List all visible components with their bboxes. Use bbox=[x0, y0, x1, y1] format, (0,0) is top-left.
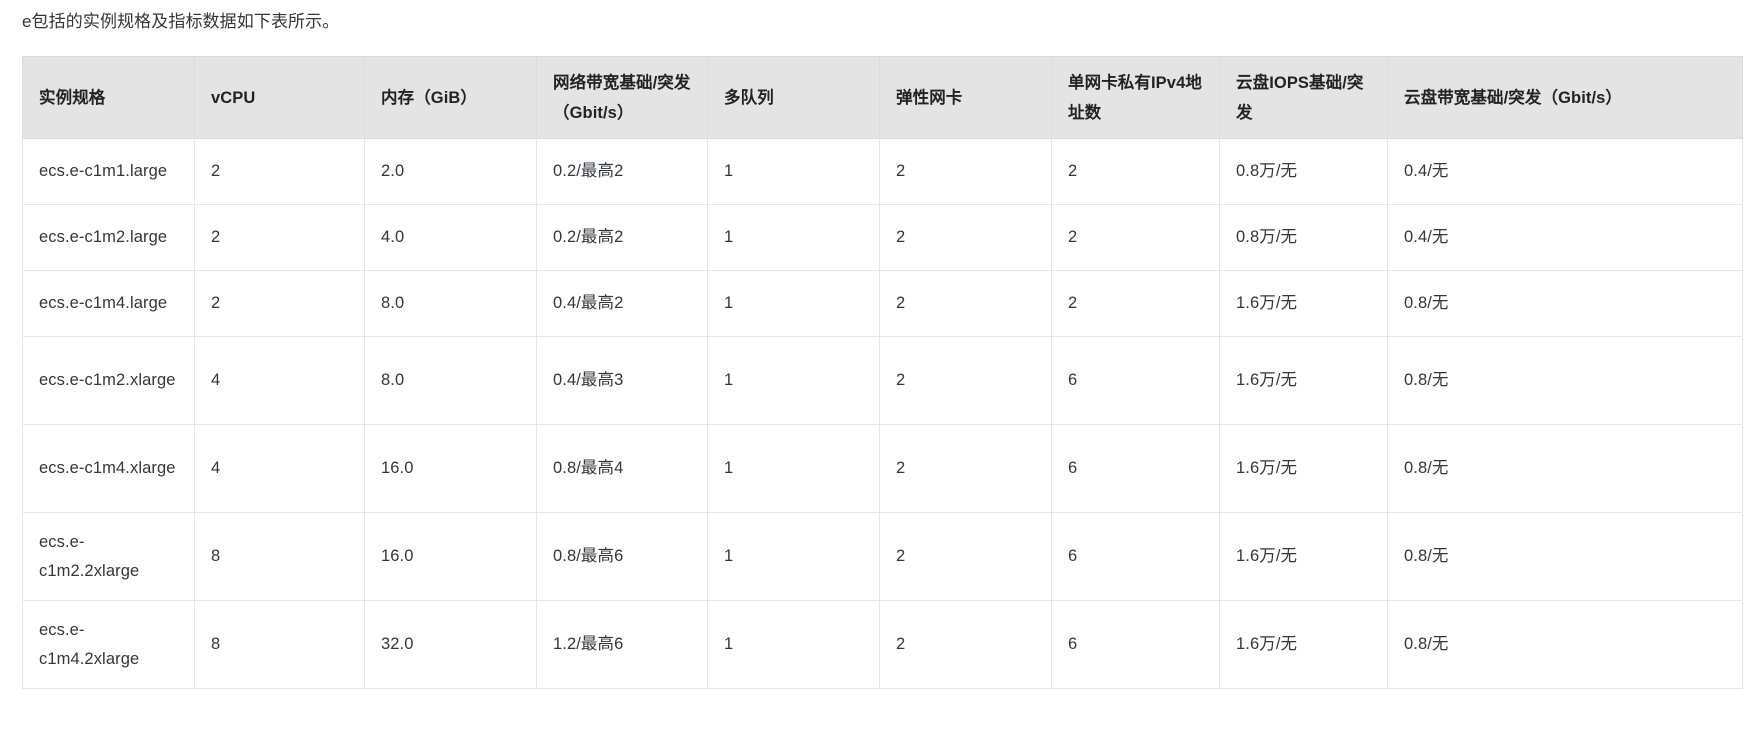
cell-disk-iops: 1.6万/无 bbox=[1219, 424, 1388, 513]
column-header-eni: 弹性网卡 bbox=[879, 56, 1052, 139]
cell-queues: 1 bbox=[707, 204, 880, 271]
cell-disk-iops: 1.6万/无 bbox=[1219, 336, 1388, 425]
cell-network-bandwidth: 0.8/最高4 bbox=[536, 424, 708, 513]
cell-queues: 1 bbox=[707, 424, 880, 513]
cell-instance-type: ecs.e-c1m4.large bbox=[22, 270, 195, 337]
cell-memory: 16.0 bbox=[364, 424, 537, 513]
cell-network-bandwidth: 0.2/最高2 bbox=[536, 204, 708, 271]
cell-eni: 2 bbox=[879, 512, 1052, 601]
cell-private-ipv4: 2 bbox=[1051, 138, 1220, 205]
column-header-vcpu: vCPU bbox=[194, 56, 365, 139]
column-header-private-ipv4: 单网卡私有IPv4地址数 bbox=[1051, 56, 1220, 139]
table-row: ecs.e-c1m1.large 2 2.0 0.2/最高2 1 2 2 0.8万/无 0.4/… bbox=[22, 138, 1743, 205]
table-row: ecs.e-c1m2.2xlarge 8 16.0 0.8/最高6 1 2 6 1.6万/无 0… bbox=[22, 512, 1743, 601]
table-row: ecs.e-c1m2.large 2 4.0 0.2/最高2 1 2 2 0.8万/无 0.4/… bbox=[22, 204, 1743, 271]
cell-instance-type: ecs.e-c1m1.large bbox=[22, 138, 195, 205]
instance-spec-table-container: 实例规格 vCPU 内存（GiB） 网络带宽基础/突发（Gbit/s） 多队列 … bbox=[22, 56, 1743, 689]
cell-network-bandwidth: 0.8/最高6 bbox=[536, 512, 708, 601]
cell-disk-bandwidth: 0.4/无 bbox=[1387, 138, 1743, 205]
cell-queues: 1 bbox=[707, 600, 880, 689]
cell-disk-iops: 1.6万/无 bbox=[1219, 270, 1388, 337]
table-row: ecs.e-c1m4.large 2 8.0 0.4/最高2 1 2 2 1.6万/无 0.8/… bbox=[22, 270, 1743, 337]
cell-vcpu: 2 bbox=[194, 270, 365, 337]
cell-disk-bandwidth: 0.8/无 bbox=[1387, 270, 1743, 337]
cell-eni: 2 bbox=[879, 424, 1052, 513]
cell-disk-iops: 1.6万/无 bbox=[1219, 600, 1388, 689]
table-header-row: 实例规格 vCPU 内存（GiB） 网络带宽基础/突发（Gbit/s） 多队列 … bbox=[22, 56, 1743, 139]
cell-private-ipv4: 6 bbox=[1051, 336, 1220, 425]
cell-eni: 2 bbox=[879, 204, 1052, 271]
cell-private-ipv4: 6 bbox=[1051, 600, 1220, 689]
cell-vcpu: 4 bbox=[194, 424, 365, 513]
cell-private-ipv4: 2 bbox=[1051, 204, 1220, 271]
cell-disk-bandwidth: 0.8/无 bbox=[1387, 336, 1743, 425]
cell-private-ipv4: 6 bbox=[1051, 424, 1220, 513]
column-header-memory: 内存（GiB） bbox=[364, 56, 537, 139]
cell-network-bandwidth: 1.2/最高6 bbox=[536, 600, 708, 689]
cell-disk-bandwidth: 0.8/无 bbox=[1387, 600, 1743, 689]
cell-queues: 1 bbox=[707, 512, 880, 601]
cell-eni: 2 bbox=[879, 336, 1052, 425]
cell-private-ipv4: 6 bbox=[1051, 512, 1220, 601]
cell-vcpu: 2 bbox=[194, 204, 365, 271]
cell-memory: 2.0 bbox=[364, 138, 537, 205]
cell-vcpu: 2 bbox=[194, 138, 365, 205]
cell-vcpu: 4 bbox=[194, 336, 365, 425]
cell-disk-bandwidth: 0.8/无 bbox=[1387, 512, 1743, 601]
cell-instance-type: ecs.e-c1m4.xlarge bbox=[22, 424, 195, 513]
cell-disk-iops: 0.8万/无 bbox=[1219, 138, 1388, 205]
column-header-network-bandwidth: 网络带宽基础/突发（Gbit/s） bbox=[536, 56, 708, 139]
cell-queues: 1 bbox=[707, 336, 880, 425]
cell-disk-iops: 1.6万/无 bbox=[1219, 512, 1388, 601]
cell-memory: 8.0 bbox=[364, 336, 537, 425]
intro-paragraph: e包括的实例规格及指标数据如下表所示。 bbox=[22, 12, 340, 31]
cell-instance-type: ecs.e-c1m2.xlarge bbox=[22, 336, 195, 425]
cell-network-bandwidth: 0.2/最高2 bbox=[536, 138, 708, 205]
cell-disk-bandwidth: 0.4/无 bbox=[1387, 204, 1743, 271]
column-header-instance-type: 实例规格 bbox=[22, 56, 195, 139]
cell-queues: 1 bbox=[707, 270, 880, 337]
cell-memory: 8.0 bbox=[364, 270, 537, 337]
table-header: 实例规格 vCPU 内存（GiB） 网络带宽基础/突发（Gbit/s） 多队列 … bbox=[22, 56, 1743, 139]
table-row: ecs.e-c1m4.xlarge 4 16.0 0.8/最高4 1 2 6 1.6万/无 0.… bbox=[22, 424, 1743, 513]
cell-disk-iops: 0.8万/无 bbox=[1219, 204, 1388, 271]
cell-instance-type: ecs.e-c1m2.2xlarge bbox=[22, 512, 195, 601]
cell-memory: 4.0 bbox=[364, 204, 537, 271]
column-header-disk-bandwidth: 云盘带宽基础/突发（Gbit/s） bbox=[1387, 56, 1743, 139]
cell-network-bandwidth: 0.4/最高2 bbox=[536, 270, 708, 337]
table-row: ecs.e-c1m4.2xlarge 8 32.0 1.2/最高6 1 2 6 1.6万/无 0… bbox=[22, 600, 1743, 689]
cell-eni: 2 bbox=[879, 138, 1052, 205]
table-body: ecs.e-c1m1.large 2 2.0 0.2/最高2 1 2 2 0.8万/无 0.4/… bbox=[22, 138, 1743, 689]
cell-instance-type: ecs.e-c1m4.2xlarge bbox=[22, 600, 195, 689]
cell-eni: 2 bbox=[879, 600, 1052, 689]
column-header-queues: 多队列 bbox=[707, 56, 880, 139]
cell-memory: 16.0 bbox=[364, 512, 537, 601]
instance-spec-table: 实例规格 vCPU 内存（GiB） 网络带宽基础/突发（Gbit/s） 多队列 … bbox=[22, 56, 1743, 689]
cell-network-bandwidth: 0.4/最高3 bbox=[536, 336, 708, 425]
cell-vcpu: 8 bbox=[194, 512, 365, 601]
cell-instance-type: ecs.e-c1m2.large bbox=[22, 204, 195, 271]
cell-eni: 2 bbox=[879, 270, 1052, 337]
cell-queues: 1 bbox=[707, 138, 880, 205]
cell-memory: 32.0 bbox=[364, 600, 537, 689]
table-row: ecs.e-c1m2.xlarge 4 8.0 0.4/最高3 1 2 6 1.6万/无 0.8… bbox=[22, 336, 1743, 425]
cell-vcpu: 8 bbox=[194, 600, 365, 689]
cell-private-ipv4: 2 bbox=[1051, 270, 1220, 337]
column-header-disk-iops: 云盘IOPS基础/突发 bbox=[1219, 56, 1388, 139]
cell-disk-bandwidth: 0.8/无 bbox=[1387, 424, 1743, 513]
